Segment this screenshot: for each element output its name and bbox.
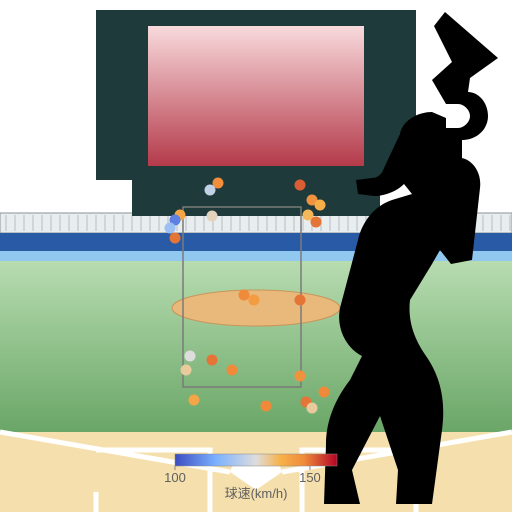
pitch-point	[307, 403, 318, 414]
pitch-point	[181, 365, 192, 376]
pitch-point	[311, 217, 322, 228]
colorbar-tick: 150	[299, 470, 321, 485]
pitch-point	[189, 395, 200, 406]
pitch-point	[205, 185, 216, 196]
pitch-point	[295, 180, 306, 191]
pitch-point	[227, 365, 238, 376]
pitch-point	[319, 387, 330, 398]
pitch-point	[315, 200, 326, 211]
pitch-point	[165, 223, 176, 234]
pitch-point	[170, 233, 181, 244]
pitch-point	[207, 355, 218, 366]
pitch-point	[249, 295, 260, 306]
colorbar	[175, 454, 337, 466]
colorbar-label: 球速(km/h)	[225, 486, 288, 501]
pitch-point	[207, 211, 218, 222]
colorbar-tick: 100	[164, 470, 186, 485]
pitch-point	[295, 295, 306, 306]
baseball-pitch-chart: 100 150 球速(km/h)	[0, 0, 512, 512]
pitch-point	[239, 290, 250, 301]
pitch-point	[261, 401, 272, 412]
scoreboard-screen	[148, 26, 364, 166]
pitch-point	[185, 351, 196, 362]
pitch-point	[295, 371, 306, 382]
